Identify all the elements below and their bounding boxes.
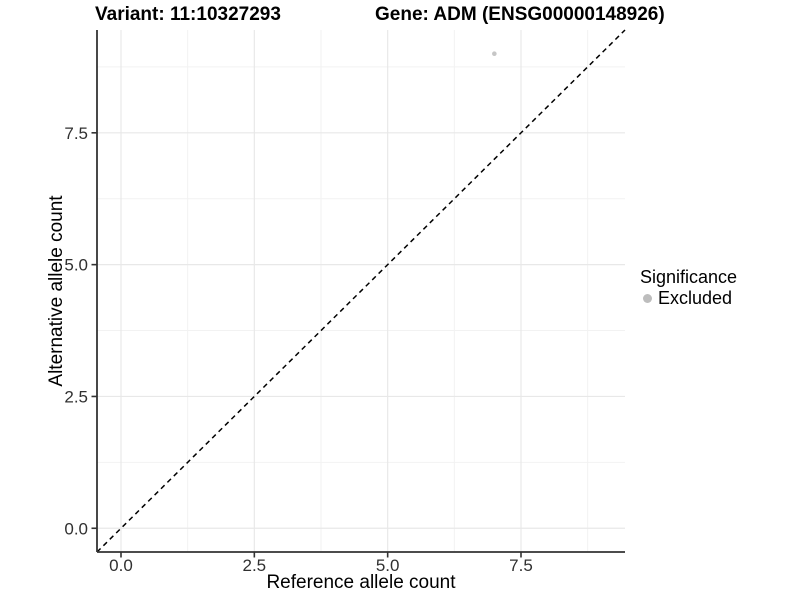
y-tick-label: 0.0 (64, 519, 88, 538)
y-tick-label: 2.5 (64, 387, 88, 406)
y-tick-label: 7.5 (64, 124, 88, 143)
legend-item-label: Excluded (658, 288, 733, 308)
x-tick-label: 2.5 (243, 556, 267, 575)
plot-title-variant: Variant: 11:10327293 (95, 4, 281, 25)
x-tick-label: 7.5 (509, 556, 533, 575)
x-tick-label: 0.0 (109, 556, 133, 575)
x-tick-label: 5.0 (376, 556, 400, 575)
y-tick-label: 5.0 (64, 256, 88, 275)
identity-dashed-line (96, 29, 626, 553)
legend-title: Significance (640, 267, 738, 287)
data-point (492, 51, 497, 57)
plot-title-gene: Gene: ADM (ENSG00000148926) (375, 4, 665, 25)
legend-item-excluded: Excluded (640, 288, 737, 309)
legend: Significance Excluded (640, 267, 737, 309)
legend-point-icon (643, 294, 652, 303)
y-axis-title: Alternative allele count (46, 195, 67, 387)
x-axis-title: Reference allele count (266, 572, 456, 593)
